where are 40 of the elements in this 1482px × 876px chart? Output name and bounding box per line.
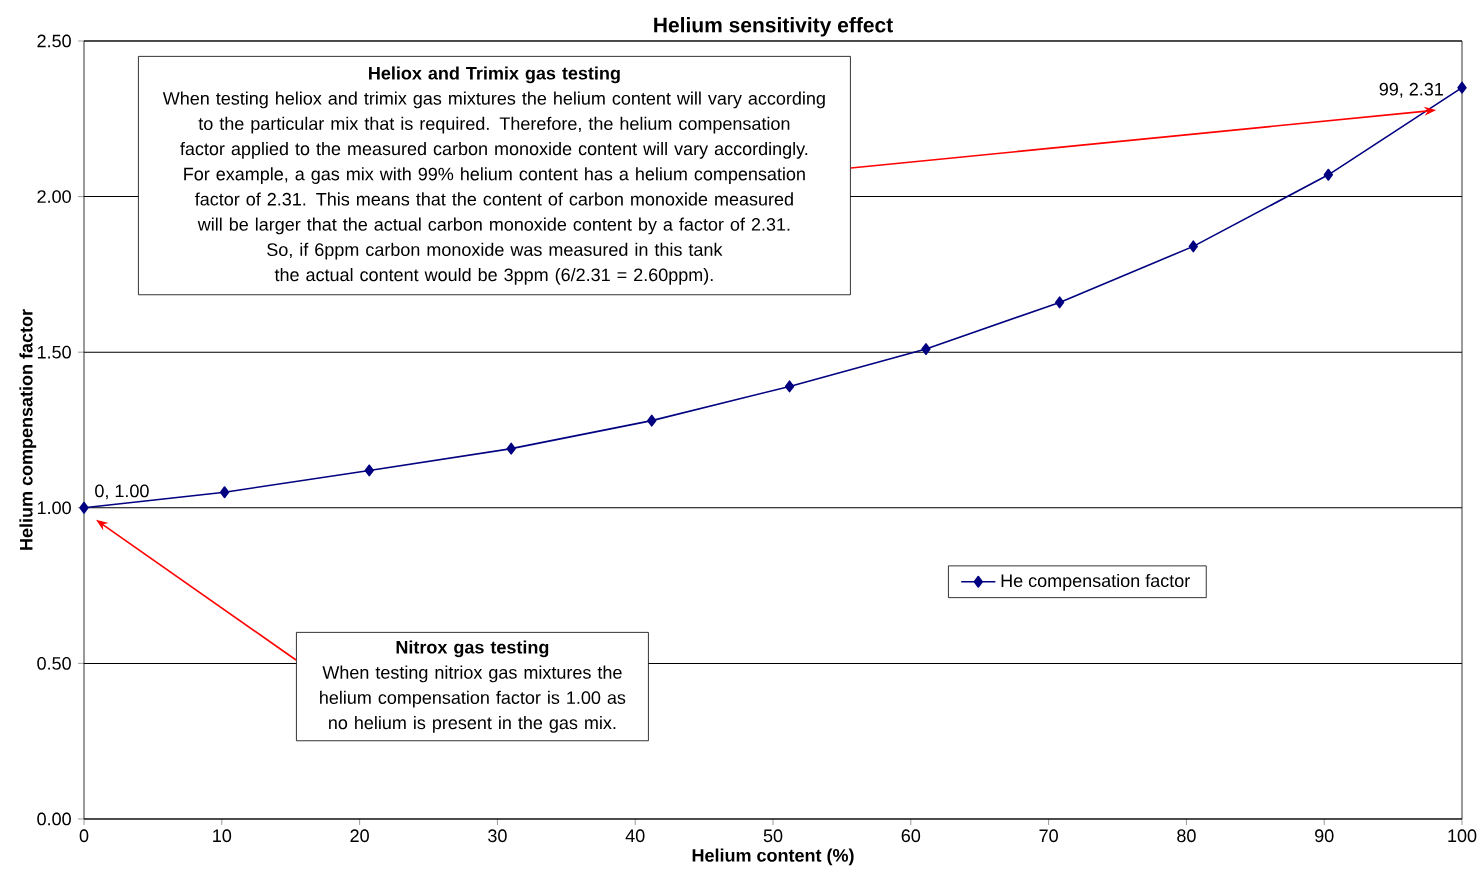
x-tick-label: 70: [1039, 829, 1058, 843]
point: [1323, 168, 1334, 181]
point: [79, 501, 89, 514]
y-tick-label: 1.50: [37, 345, 71, 359]
point: [1054, 296, 1065, 309]
y-axis-title: Helium compensation factor: [19, 309, 37, 550]
annotation: Nitrox gas testing: [396, 640, 549, 658]
y-tick-label: 0.00: [37, 812, 71, 826]
annotation: So, if 6ppm carbon monoxide was measured in this tank the actual content would be 3ppm (6/2.31 = 2.60ppm).: [267, 242, 723, 285]
x-tick-label: 80: [1177, 829, 1196, 843]
annotation: 99, 2.31: [1379, 82, 1443, 98]
point: [921, 343, 931, 356]
point: [506, 442, 516, 455]
annotation: When testing nitriox gas mixtures the helium compensation factor is 1.00 as no helium is present in the gas mix.: [320, 665, 626, 733]
x-tick-label: 30: [488, 829, 507, 843]
point: [364, 464, 374, 477]
point: [784, 380, 795, 393]
point: [1188, 240, 1198, 253]
x-tick-label: 20: [350, 829, 369, 843]
x-tick-label: 60: [901, 829, 921, 843]
legend-label: He compensation factor: [1001, 573, 1190, 591]
y-tick-label: 2.50: [37, 34, 71, 48]
x-tick-label: 100: [1448, 829, 1477, 843]
point: [219, 486, 230, 499]
x-tick-label: 90: [1315, 829, 1334, 843]
annotation: Heliox and Trimix gas testing: [369, 66, 620, 84]
x-tick-label: 50: [763, 829, 783, 843]
x-tick-label: 10: [213, 829, 232, 843]
x-tick-label: 0: [79, 829, 89, 843]
annotation: 0, 1.00: [95, 484, 149, 500]
point: [1457, 81, 1467, 94]
annotation: When testing heliox and trimix gas mixtures the helium content will vary according to the particular mix that is required. Therefore, the helium compensation factor applied to the measured carbon monoxide content will vary accordingly.: [162, 91, 825, 159]
annotation: For example, a gas mix with 99% helium content has a helium compensation factor of 2.31. This means that the content of carbon monoxide measured will be larger that the actual carbon monoxide content by a factor of 2.31.: [184, 167, 805, 235]
y-tick-label: 1.00: [37, 501, 71, 515]
y-tick-label: 0.50: [37, 657, 71, 670]
x-tick-label: 40: [625, 829, 645, 843]
chart-title: Helium sensitivity effect: [654, 17, 893, 37]
x-axis-title: Helium content (%): [692, 848, 854, 866]
y-tick-label: 2.00: [37, 190, 71, 203]
point: [647, 414, 657, 427]
